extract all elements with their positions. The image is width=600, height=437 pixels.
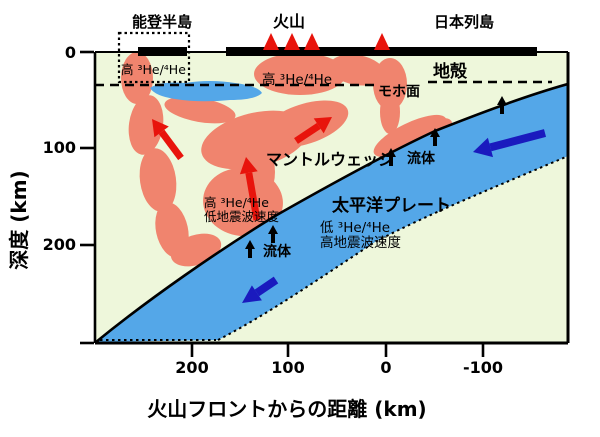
x-axis-title: 火山フロントからの距離 (km) — [147, 397, 426, 421]
slab-top-boundary — [96, 82, 567, 342]
land-bar-japan — [226, 47, 537, 56]
annotation-mantle-wedge: マントルウェッジ — [266, 150, 394, 169]
neck-blob — [380, 90, 400, 134]
crust-blob — [329, 54, 385, 86]
volcano-triangle — [304, 33, 320, 50]
wedge-blob — [261, 100, 349, 148]
slab-bottom-boundary — [217, 155, 567, 341]
volcano-triangle — [284, 33, 300, 50]
slab-tongue-blob — [373, 114, 447, 158]
annotation-plate-helium-line1: 低 ³He/⁴He — [320, 220, 390, 236]
xtick-m100: -100 — [463, 358, 503, 377]
plume-blob — [164, 96, 236, 124]
mantle-flow-arrows — [152, 117, 332, 221]
ytick-0: 0 — [65, 43, 76, 62]
land-bar-noto — [138, 47, 187, 56]
label-noto-peninsula: 能登半島 — [132, 13, 192, 31]
crust-blob — [373, 58, 407, 110]
annotation-crust: 地殻 — [433, 61, 468, 82]
pacific-plate-slab — [96, 84, 567, 342]
y-axis-title: 深度 (km) — [7, 170, 31, 269]
plume-blob — [121, 52, 153, 104]
xtick-0: 0 — [380, 358, 391, 377]
annotation-fluid-lower: 流体 — [263, 243, 292, 260]
plume-blob — [139, 148, 177, 212]
label-volcano: 火山 — [273, 12, 305, 31]
red-up-arrowhead — [239, 157, 258, 175]
blue-arrowhead-lower — [242, 285, 262, 303]
volcano-markers — [263, 33, 390, 50]
annotation-pacific-plate: 太平洋プレート — [332, 195, 451, 216]
annotation-noto-helium: 高 ³He/⁴He — [121, 62, 186, 77]
red-up-right-arrowhead — [313, 117, 332, 134]
annotation-crust-helium: 高 ³He/⁴He — [262, 71, 332, 88]
fluid-arrows — [245, 96, 507, 258]
annotation-wedge-helium-line2: 低地震波速度 — [204, 209, 280, 224]
ytick-200: 200 — [43, 235, 76, 254]
ytick-100: 100 — [43, 138, 76, 157]
annotation-plate-helium-line2: 高地震波速度 — [320, 234, 401, 251]
xtick-100: 100 — [271, 358, 304, 377]
volcano-triangle — [374, 33, 390, 50]
label-japan-arc: 日本列島 — [434, 13, 494, 31]
xtick-200: 200 — [175, 358, 208, 377]
red-up-left-arrowhead — [152, 119, 169, 138]
annotation-fluid-upper: 流体 — [407, 150, 436, 167]
noto-highlight-box — [117, 31, 191, 84]
plate-motion-arrows — [242, 129, 547, 303]
annotation-moho: モホ面 — [378, 84, 420, 100]
annotation-wedge-helium-line1: 高 ³He/⁴He — [204, 195, 269, 210]
axis-ticks — [80, 50, 485, 357]
volcano-triangle — [263, 33, 279, 50]
blue-arrowhead-upper — [473, 137, 493, 158]
plume-blob — [128, 95, 164, 155]
